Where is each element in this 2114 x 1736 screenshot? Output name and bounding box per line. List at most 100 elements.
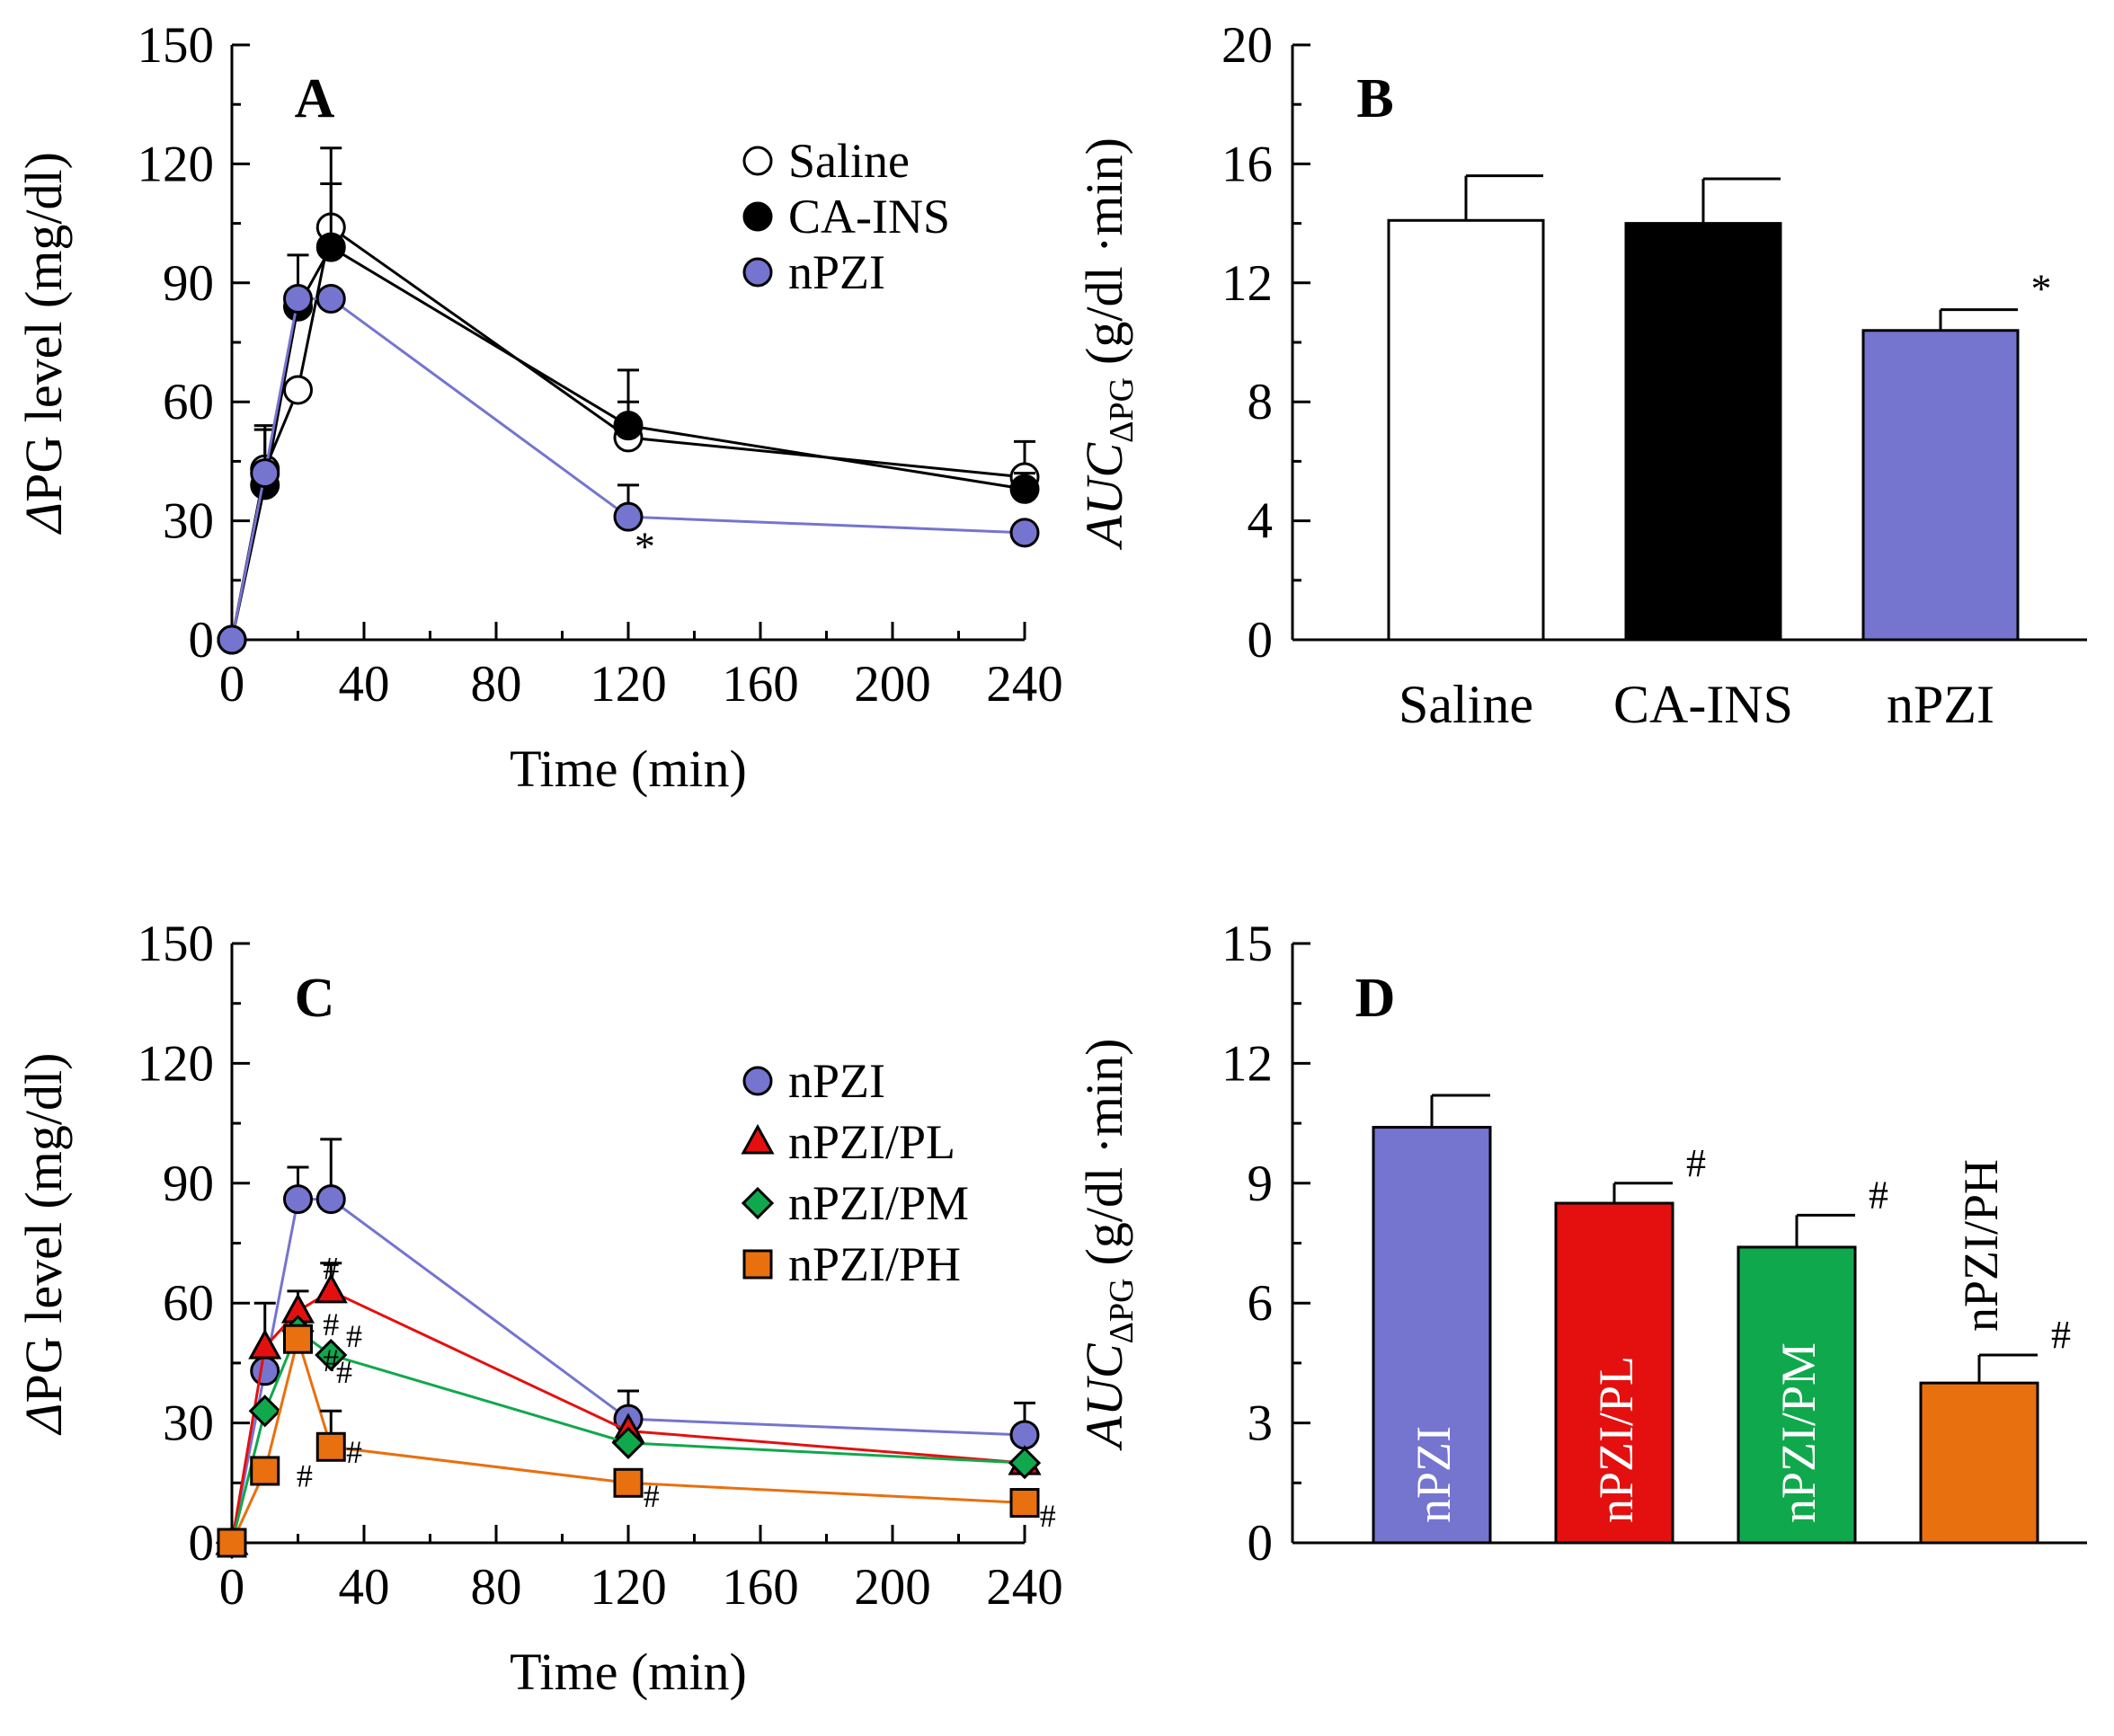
legend-entry: nPZI/PH: [742, 1237, 961, 1291]
series-line: [230, 1198, 1026, 1544]
y-title-text: PG level (mg/dl): [14, 152, 73, 502]
panel-letter: D: [1355, 968, 1396, 1029]
series-line: [230, 297, 1026, 641]
y-title-units: (g/dl ·min): [1075, 137, 1133, 365]
significance-mark: #: [323, 1342, 339, 1378]
category-label: nPZI/PL: [1589, 1356, 1643, 1523]
legend-entry: nPZI/PL: [741, 1115, 955, 1169]
data-point: [283, 375, 313, 405]
data-point: [217, 624, 247, 655]
data-point: [611, 1426, 645, 1459]
significance-mark: #: [336, 1354, 352, 1390]
legend-entry: Saline: [742, 134, 910, 188]
panel-c: 0 30 60 90 120 150 0 40 80 120 160 200 240 Time (min)…: [14, 916, 1063, 1701]
legend-entry: CA-INS: [742, 190, 950, 244]
y-tick-label: 0: [189, 612, 215, 669]
significance-mark: #: [297, 1458, 313, 1494]
significance-mark: #: [346, 1318, 362, 1354]
significance-mark: #: [1869, 1173, 1888, 1217]
bar-npzi-pm: nPZI/PM: [1736, 1213, 1857, 1545]
data-point: [1009, 518, 1040, 548]
y-tick-label: 150: [138, 916, 215, 972]
y-tick-label: 90: [163, 1156, 214, 1212]
legend-label: nPZI/PH: [788, 1237, 961, 1291]
legend-marker: [742, 1066, 773, 1096]
series-line: [230, 1289, 1026, 1544]
panel-letter: C: [295, 968, 335, 1029]
legend-entry: nPZI/PM: [741, 1176, 969, 1230]
data-point: [283, 1184, 313, 1215]
legend-marker: [741, 1186, 775, 1220]
x-axis-title: Time (min): [510, 740, 747, 798]
legend-entry: nPZI: [742, 245, 885, 299]
y-title-text: PG level (mg/dl): [14, 1053, 73, 1404]
y-tick-label: 90: [163, 255, 214, 312]
y-tick-label: 3: [1248, 1395, 1274, 1452]
bar: [1736, 1245, 1857, 1545]
y-tick-label: 30: [163, 493, 214, 550]
bar-npzi-pl: nPZI/PL: [1554, 1182, 1674, 1545]
bar: [1919, 1381, 2039, 1545]
data-point: [613, 411, 644, 441]
data-point: [314, 1272, 348, 1304]
data-point: [315, 1431, 346, 1462]
significance-mark: *: [635, 524, 655, 570]
bar: [1554, 1201, 1674, 1545]
bar: [1861, 329, 2020, 642]
bar-npzi-ph: nPZI/PH: [1919, 1159, 2039, 1545]
y-title-auc: AUC: [1075, 1342, 1133, 1451]
significance-mark: #: [2051, 1313, 2071, 1357]
data-point: [250, 1356, 280, 1386]
series-line: [230, 244, 1026, 641]
x-axis-title: Time (min): [510, 1643, 747, 1701]
x-tick-label: 240: [986, 656, 1063, 713]
data-point: [315, 1338, 348, 1372]
significance-mark: #: [1686, 1141, 1706, 1185]
bar: [1624, 222, 1782, 642]
category-label: nPZI: [1887, 675, 1994, 734]
data-point: [248, 1395, 281, 1428]
x-tick-label: 240: [986, 1559, 1063, 1616]
x-tick-label: 80: [471, 656, 522, 713]
data-point: [1008, 1446, 1042, 1480]
series-line: [230, 1328, 1026, 1544]
significance-mark: #: [1040, 1498, 1056, 1534]
legend-entry: nPZI: [742, 1054, 885, 1108]
legend-label: CA-INS: [788, 190, 950, 244]
panel-a: 0 30 60 90 120 150 0 40 80 120 160 200 240 Time (min)…: [14, 17, 1063, 798]
data-point: [613, 501, 644, 532]
y-tick-label: 20: [1221, 17, 1273, 74]
series-npzi: [217, 283, 1040, 655]
data-point: [250, 458, 280, 489]
x-tick-label: 160: [722, 656, 799, 713]
data-point: [1009, 1420, 1040, 1450]
y-axis-title: AUCΔPG (g/dl ·min): [1075, 1039, 1141, 1452]
legend-marker: [742, 201, 773, 232]
y-tick-label: 12: [1221, 1035, 1273, 1092]
x-tick-label: 200: [854, 656, 931, 713]
bar-saline: Saline: [1387, 174, 1545, 734]
data-point: [283, 283, 313, 314]
y-tick-label: 0: [1248, 612, 1274, 669]
y-tick-label: 150: [138, 17, 215, 74]
bar-ca-ins: CA-INS: [1613, 177, 1793, 734]
legend-marker: [742, 257, 773, 288]
x-tick-label: 120: [590, 656, 667, 713]
category-label: nPZI: [1407, 1426, 1461, 1523]
y-axis-title: AUCΔPG (g/dl ·min): [1075, 137, 1141, 551]
legend-label: nPZI/PM: [788, 1176, 969, 1230]
bar-npzi: nPZI: [1372, 1094, 1492, 1545]
data-point: [1009, 1488, 1040, 1519]
category-label: Saline: [1399, 675, 1533, 734]
data-point: [613, 1467, 644, 1498]
data-point: [315, 283, 346, 314]
y-title-subscript: ΔPG: [1103, 1278, 1141, 1343]
x-tick-label: 0: [219, 656, 245, 713]
data-point: [283, 1324, 313, 1354]
y-tick-label: 0: [1248, 1515, 1274, 1572]
legend-marker: [742, 1249, 773, 1280]
panel-letter: A: [295, 68, 335, 129]
x-tick-label: 120: [590, 1559, 667, 1616]
x-tick-label: 200: [854, 1559, 931, 1616]
